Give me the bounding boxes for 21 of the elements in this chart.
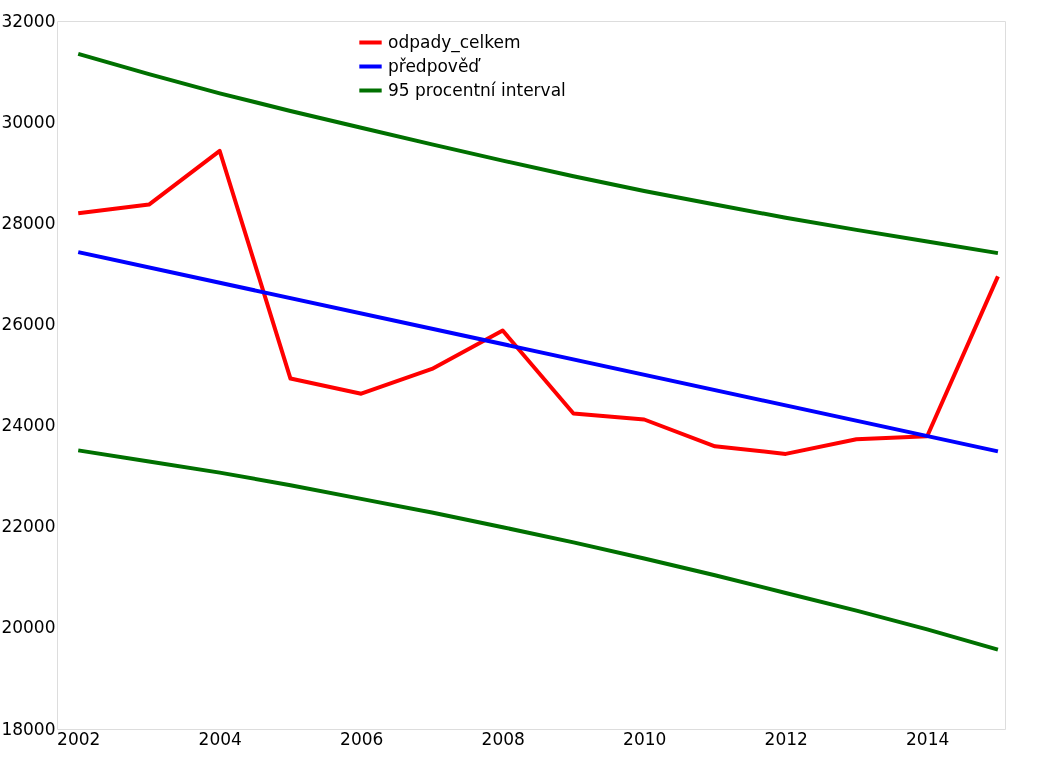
x-tick-label: 2010: [623, 728, 667, 749]
line-series: [76, 51, 1000, 256]
x-tick-label: 2002: [57, 728, 101, 749]
y-tick-label: 18000: [1, 718, 56, 739]
y-tick-label: 24000: [1, 415, 56, 436]
y-tick-label: 26000: [1, 313, 56, 334]
legend-label: 95 procentní interval: [388, 79, 566, 100]
x-tick-label: 2006: [340, 728, 384, 749]
y-tick-label: 22000: [1, 516, 56, 537]
y-tick-label: 30000: [1, 111, 56, 132]
y-tick-label: 28000: [1, 212, 56, 233]
x-tick-label: 2012: [764, 728, 808, 749]
x-tick-label: 2008: [481, 728, 525, 749]
line-series: [76, 448, 1000, 652]
y-tick-label: 20000: [1, 617, 56, 638]
legend-label: předpověď: [388, 55, 482, 76]
legend-label: odpady_celkem: [388, 31, 521, 53]
x-tick-label: 2014: [906, 728, 950, 749]
y-tick-label: 32000: [1, 10, 56, 31]
line-series: [76, 148, 1000, 456]
x-tick-label: 2004: [198, 728, 242, 749]
